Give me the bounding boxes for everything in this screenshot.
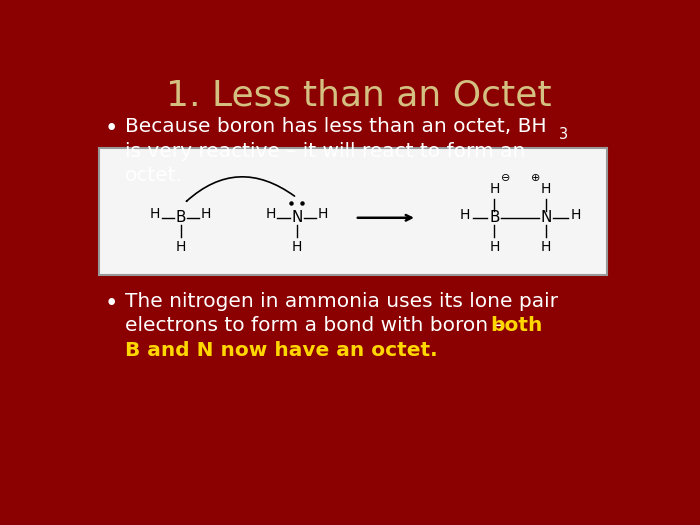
Text: H: H [489,182,500,195]
Text: N: N [540,211,552,225]
Text: B: B [175,211,186,225]
Text: H: H [175,240,186,254]
Text: ⊖: ⊖ [500,173,510,183]
Text: is very reactive – it will react to form an: is very reactive – it will react to form… [125,142,525,161]
Text: H: H [541,182,552,195]
Text: 3: 3 [559,127,568,142]
Text: octet.: octet. [125,166,183,185]
Text: ⊕: ⊕ [531,173,540,183]
Text: The nitrogen in ammonia uses its lone pair: The nitrogen in ammonia uses its lone pa… [125,292,558,311]
Text: B and N now have an octet.: B and N now have an octet. [125,341,438,360]
Text: H: H [489,240,500,254]
Text: H: H [541,240,552,254]
Text: H: H [292,240,302,254]
Text: Because boron has less than an octet, BH: Because boron has less than an octet, BH [125,117,546,136]
Text: •: • [104,117,118,140]
Text: H: H [150,207,160,221]
FancyBboxPatch shape [99,148,607,275]
Text: H: H [460,208,470,223]
Text: electrons to form a bond with boron –: electrons to form a bond with boron – [125,317,511,335]
Text: H: H [318,207,328,221]
Text: H: H [265,207,276,221]
Text: •: • [104,292,118,314]
Text: N: N [291,211,302,225]
Text: H: H [201,207,211,221]
Text: both: both [491,317,543,335]
Text: 1. Less than an Octet: 1. Less than an Octet [166,78,552,112]
FancyArrowPatch shape [186,177,295,201]
Text: B: B [489,211,500,225]
Text: H: H [570,208,581,223]
